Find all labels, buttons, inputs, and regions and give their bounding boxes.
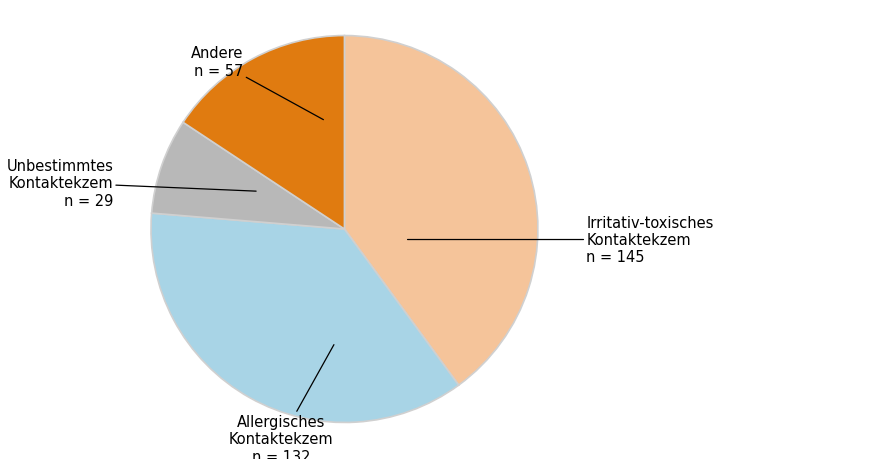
Text: Andere
n = 57: Andere n = 57 <box>191 46 324 120</box>
Text: Irritativ-toxisches
Kontaktekzem
n = 145: Irritativ-toxisches Kontaktekzem n = 145 <box>407 215 713 265</box>
Text: Allergisches
Kontaktekzem
n = 132: Allergisches Kontaktekzem n = 132 <box>229 345 334 459</box>
Wedge shape <box>344 36 538 385</box>
Text: Unbestimmtes
Kontaktekzem
n = 29: Unbestimmtes Kontaktekzem n = 29 <box>6 158 256 208</box>
Wedge shape <box>152 123 344 230</box>
Wedge shape <box>151 213 459 423</box>
Wedge shape <box>183 36 344 230</box>
